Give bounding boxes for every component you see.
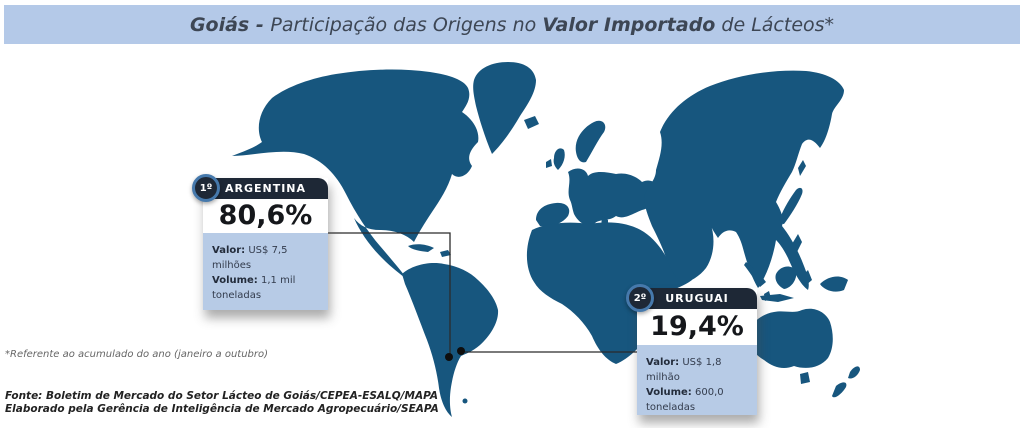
rank-badge-argentina: 1º xyxy=(192,174,220,202)
continent-australia xyxy=(747,308,833,368)
island-new-zealand-north xyxy=(848,366,860,379)
title-banner: Goiás - Participação das Origens no Valo… xyxy=(4,5,1020,44)
share-percent-argentina: 80,6% xyxy=(203,199,328,233)
share-percent-uruguai: 19,4% xyxy=(637,309,757,345)
volume-line: Volume: 600,0 xyxy=(646,385,748,400)
island-sulawesi xyxy=(802,270,812,286)
volume-line: Volume: 1,1 mil xyxy=(212,273,319,288)
title-part: Participação das Origens no xyxy=(270,13,543,36)
valor-value: US$ 1,8 milhão xyxy=(646,357,722,383)
reference-footnote: *Referente ao acumulado do ano (janeiro … xyxy=(5,349,269,360)
title-part-bold: Valor Importado xyxy=(542,13,716,36)
volume-value: 1,1 mil xyxy=(261,275,296,286)
card-details-argentina: Valor: US$ 7,5 milhões Volume: 1,1 mil t… xyxy=(203,233,328,310)
valor-label: Valor: xyxy=(212,245,246,256)
valor-line: Valor: US$ 7,5 milhões xyxy=(212,243,319,273)
island-cuba xyxy=(408,244,434,252)
rank-badge-uruguai: 2º xyxy=(626,284,654,312)
country-label-uruguai: URUGUAI xyxy=(637,288,757,309)
source-line-1: Fonte: Boletim de Mercado do Setor Lácte… xyxy=(5,390,438,402)
country-label-argentina: ARGENTINA xyxy=(203,178,328,199)
valor-value: US$ 7,5 milhões xyxy=(212,245,288,271)
island-borneo xyxy=(775,266,797,289)
volume-unit: toneladas xyxy=(646,402,696,413)
marker-uruguai xyxy=(457,347,465,355)
island-ireland xyxy=(546,159,552,168)
title-part-bold: Goiás - xyxy=(189,13,271,36)
island-iceland xyxy=(524,116,539,129)
volume-value: 600,0 xyxy=(695,387,724,398)
island-hispaniola xyxy=(440,250,451,257)
title-part: de Lácteos* xyxy=(715,13,835,36)
volume-unit: toneladas xyxy=(212,290,262,301)
volume-label: Volume: xyxy=(646,387,692,398)
connector-argentina xyxy=(328,232,451,356)
continent-europe xyxy=(568,168,660,226)
island-new-guinea xyxy=(820,276,848,292)
region-scandinavia xyxy=(575,120,606,163)
island-sakhalin xyxy=(798,160,806,176)
valor-line: Valor: US$ 1,8 milhão xyxy=(646,355,748,385)
island-new-zealand-south xyxy=(832,382,847,398)
island-tasmania xyxy=(800,372,810,384)
region-iberia xyxy=(536,202,570,227)
callout-card-argentina: 1º ARGENTINA 80,6% Valor: US$ 7,5 milhõe… xyxy=(192,174,328,310)
valor-label: Valor: xyxy=(646,357,680,368)
island-britain xyxy=(553,148,565,170)
island-java xyxy=(760,294,794,302)
volume-unit-line: toneladas xyxy=(212,288,319,303)
island-falklands xyxy=(462,398,468,404)
volume-label: Volume: xyxy=(212,275,258,286)
source-block: Fonte: Boletim de Mercado do Setor Lácte… xyxy=(5,390,439,416)
island-philippines xyxy=(792,234,802,254)
island-japan xyxy=(779,187,803,224)
source-line-2: Elaborado pela Gerência de Inteligência … xyxy=(5,403,439,415)
island-sumatra xyxy=(744,262,766,287)
card-details-uruguai: Valor: US$ 1,8 milhão Volume: 600,0 tone… xyxy=(637,345,757,415)
marker-argentina xyxy=(445,353,453,361)
world-map xyxy=(232,62,860,417)
callout-card-uruguai: 2º URUGUAI 19,4% Valor: US$ 1,8 milhão V… xyxy=(626,284,757,415)
island-greenland xyxy=(473,62,536,154)
volume-unit-line: toneladas xyxy=(646,400,748,415)
continent-asia xyxy=(644,70,844,290)
continent-north-america xyxy=(232,69,479,280)
